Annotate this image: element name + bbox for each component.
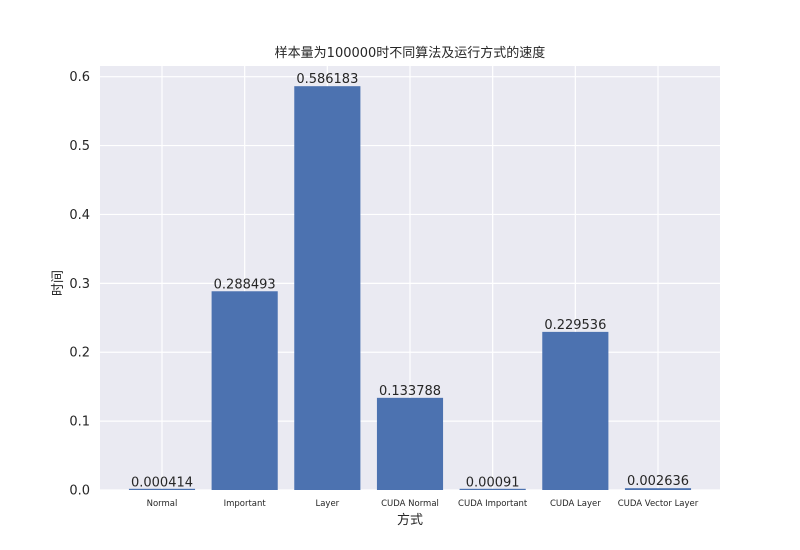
x-tick-label: Layer xyxy=(315,499,339,509)
x-tick-label: CUDA Layer xyxy=(550,499,601,509)
y-tick-label: 0.5 xyxy=(69,139,90,154)
x-axis-label: 方式 xyxy=(397,512,423,528)
bar xyxy=(376,397,444,490)
bar xyxy=(211,291,278,490)
data-labels: 0.000414 0.288493 0.586183 0.133788 0.00091 0… xyxy=(131,72,689,491)
y-tick-label: 0.3 xyxy=(69,277,90,292)
data-label: 0.229536 xyxy=(544,318,606,333)
data-label: 0.133788 xyxy=(379,384,441,399)
y-tick-label: 0.1 xyxy=(69,415,90,430)
x-tick-label: Important xyxy=(224,499,267,509)
x-tick-label: CUDA Normal xyxy=(381,499,439,509)
y-tick-label: 0.0 xyxy=(69,484,90,499)
y-tick-labels: 0.0 0.1 0.2 0.3 0.4 0.5 0.6 xyxy=(69,70,90,498)
data-label: 0.000414 xyxy=(131,476,193,491)
bar xyxy=(459,488,526,490)
x-tick-label: CUDA Vector Layer xyxy=(618,499,699,509)
bar xyxy=(128,488,196,490)
y-tick-label: 0.4 xyxy=(69,208,90,223)
y-tick-label: 0.2 xyxy=(69,346,90,361)
data-label: 0.00091 xyxy=(466,475,520,490)
data-label: 0.288493 xyxy=(214,277,276,292)
y-axis-label: 时间 xyxy=(51,270,66,296)
chart-title: 样本量为100000时不同算法及运行方式的速度 xyxy=(275,45,546,61)
bar xyxy=(624,488,692,490)
bars xyxy=(128,86,692,491)
data-label: 0.586183 xyxy=(296,72,358,87)
bar xyxy=(542,331,609,490)
x-tick-label: CUDA Important xyxy=(458,499,528,509)
y-tick-label: 0.6 xyxy=(69,70,90,85)
bar xyxy=(294,86,361,491)
x-tick-labels: Normal Important Layer CUDA Normal CUDA Impo… xyxy=(147,499,699,509)
data-label: 0.002636 xyxy=(627,474,689,489)
x-tick-label: Normal xyxy=(147,499,178,509)
